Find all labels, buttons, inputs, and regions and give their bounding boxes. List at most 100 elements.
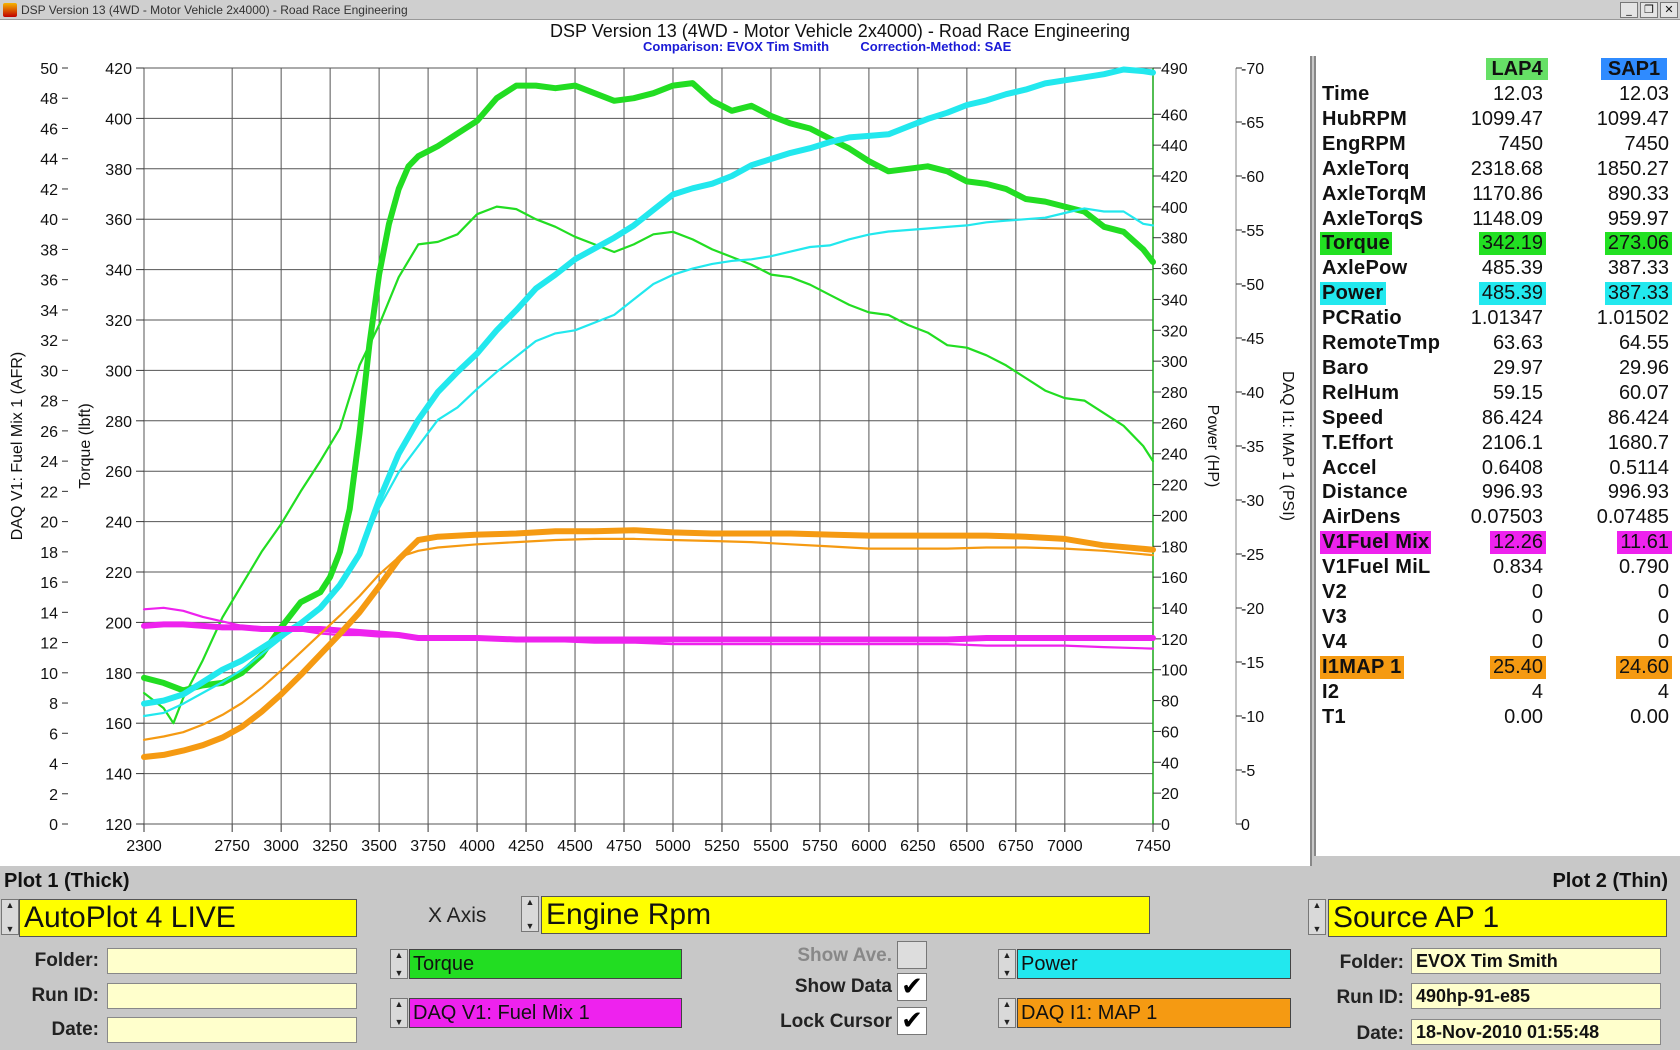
up-arrow-icon[interactable]: ▲ (5, 900, 15, 910)
lock-cursor-checkbox[interactable]: ✔ (897, 1007, 927, 1035)
readout-row: V2 0 0 (1316, 581, 1680, 606)
plot2-folder-field[interactable]: EVOX Tim Smith (1411, 948, 1661, 974)
down-arrow-icon[interactable]: ▼ (1002, 968, 1012, 978)
show-ave-label: Show Ave. (797, 945, 892, 966)
close-button[interactable]: ✕ (1660, 2, 1678, 18)
afr-tick-label: 4 (49, 757, 58, 774)
plot1-folder-label: Folder: (34, 950, 99, 971)
dyno-chart[interactable]: 2300 2750 3000 3250 3500 3750 4000 4250 4500 4750… (0, 56, 1310, 866)
readout-value-2: 4 (1657, 680, 1669, 703)
show-ave-checkbox[interactable] (897, 941, 927, 969)
readout-value-1: 0.07503 (1470, 506, 1543, 529)
power-tick-label: 440 (1161, 138, 1188, 155)
readout-label: HubRPM (1322, 107, 1408, 130)
readout-row: V1Fuel Mix 12.26 11.61 (1316, 531, 1680, 556)
restore-button[interactable]: ❐ (1640, 2, 1658, 18)
xaxis-label: X Axis (428, 904, 487, 927)
readout-value-2: 0 (1657, 581, 1669, 603)
down-arrow-icon[interactable]: ▼ (394, 1017, 404, 1027)
down-arrow-icon[interactable]: ▼ (5, 924, 15, 934)
readout-value-2: 29.96 (1618, 356, 1669, 379)
plot1-date-field[interactable] (107, 1017, 357, 1043)
map-tick-label: -10 (1241, 709, 1264, 726)
afr-tick-label: 12 (40, 636, 58, 653)
readout-value-2: 11.61 (1617, 531, 1672, 555)
power-axis-label: Power (HP) (1204, 405, 1221, 488)
up-arrow-icon[interactable]: ▲ (1002, 950, 1012, 960)
readout-value-1: 25.40 (1489, 655, 1546, 679)
plot1-channel2-spinner[interactable]: ▲ ▼ (390, 998, 408, 1028)
readout-value-2: 86.424 (1607, 406, 1669, 429)
plot2-channel1-select[interactable]: Power (1017, 949, 1291, 979)
plot1-source-spinner[interactable]: ▲ ▼ (1, 899, 19, 935)
plot2-channel2-spinner[interactable]: ▲ ▼ (998, 998, 1016, 1028)
readout-row: Speed 86.424 86.424 (1316, 407, 1680, 432)
map-tick-label: -40 (1241, 385, 1264, 402)
power-tick-label: 240 (1161, 447, 1188, 464)
readout-row: AirDens 0.07503 0.07485 (1316, 506, 1680, 531)
readout-row: V1Fuel MiL 0.834 0.790 (1316, 556, 1680, 581)
xaxis-spinner[interactable]: ▲ ▼ (521, 896, 539, 932)
plot1-channel2-select[interactable]: DAQ V1: Fuel Mix 1 (409, 998, 682, 1028)
readout-label: Speed (1322, 406, 1384, 429)
plot1-source-select[interactable]: AutoPlot 4 LIVE (19, 899, 357, 937)
afr-tick-label: 8 (49, 696, 58, 713)
plot1-date-label: Date: (51, 1019, 99, 1040)
xaxis-select[interactable]: Engine Rpm (541, 896, 1150, 934)
down-arrow-icon[interactable]: ▼ (525, 921, 535, 931)
up-arrow-icon[interactable]: ▲ (525, 897, 535, 907)
x-tick-label: 6000 (851, 838, 887, 855)
readout-row: Power 485.39 387.33 (1316, 282, 1680, 307)
plot1-channel1-spinner[interactable]: ▲ ▼ (390, 949, 408, 979)
readout-row: I2 4 4 (1316, 681, 1680, 706)
readout-value-2: 1099.47 (1596, 107, 1669, 130)
readout-value-1: 12.03 (1492, 83, 1543, 105)
plot2-date-field[interactable]: 18-Nov-2010 01:55:48 (1411, 1019, 1661, 1045)
x-tick-label: 4750 (606, 838, 642, 855)
up-arrow-icon[interactable]: ▲ (1002, 999, 1012, 1009)
readout-label: AxleTorq (1322, 157, 1410, 180)
plot2-channel2-select[interactable]: DAQ I1: MAP 1 (1017, 998, 1291, 1028)
readout-label: Power (1320, 282, 1386, 306)
afr-tick-label: 40 (40, 212, 58, 229)
plot2-title: Plot 2 (Thin) (1552, 870, 1668, 892)
readout-row: PCRatio 1.01347 1.01502 (1316, 307, 1680, 332)
app-icon (3, 2, 17, 17)
down-arrow-icon[interactable]: ▼ (1312, 924, 1322, 934)
readout-value-2: 1.01502 (1596, 307, 1669, 330)
map-axis-label: DAQ I1: MAP 1 (PSI) (1279, 371, 1296, 521)
minimize-button[interactable]: _ (1620, 2, 1638, 18)
plot-area[interactable]: 2300 2750 3000 3250 3500 3750 4000 4250 4500 4750… (0, 56, 1312, 866)
readout-value-2: 24.60 (1615, 655, 1672, 679)
map-tick-label: -70 (1241, 61, 1264, 78)
plot2-source-select[interactable]: Source AP 1 (1328, 899, 1667, 937)
plot2-channel1-spinner[interactable]: ▲ ▼ (998, 949, 1016, 979)
show-data-checkbox[interactable]: ✔ (897, 973, 927, 1001)
map-tick-label: -55 (1241, 223, 1264, 240)
up-arrow-icon[interactable]: ▲ (394, 950, 404, 960)
series-daq-i1-map-1-thick (141, 527, 1156, 760)
up-arrow-icon[interactable]: ▲ (1312, 900, 1322, 910)
power-tick-label: 40 (1161, 755, 1179, 772)
map-tick-label: -15 (1241, 655, 1264, 672)
readout-row: AxleTorq 2318.68 1850.27 (1316, 158, 1680, 183)
readout-label: Baro (1322, 356, 1369, 379)
plot2-runid-label: Run ID: (1336, 987, 1404, 1008)
plot2-source-spinner[interactable]: ▲ ▼ (1308, 899, 1326, 935)
plot1-channel1-select[interactable]: Torque (409, 949, 682, 979)
down-arrow-icon[interactable]: ▼ (394, 968, 404, 978)
plot1-runid-field[interactable] (107, 983, 357, 1009)
down-arrow-icon[interactable]: ▼ (1002, 1017, 1012, 1027)
readout-label: V2 (1322, 581, 1348, 603)
power-tick-label: 60 (1161, 724, 1179, 741)
comparison-label: Comparison: EVOX Tim Smith (643, 39, 830, 54)
readout-row: V3 0 0 (1316, 606, 1680, 631)
plot1-folder-field[interactable] (107, 948, 357, 974)
readout-value-1: 0.00 (1504, 705, 1543, 728)
afr-tick-label: 30 (40, 363, 58, 380)
readout-row: AxleTorqM 1170.86 890.33 (1316, 183, 1680, 208)
plot2-runid-field[interactable]: 490hp-91-e85 (1411, 983, 1661, 1009)
readout-value-1: 1148.09 (1472, 207, 1543, 230)
up-arrow-icon[interactable]: ▲ (394, 999, 404, 1009)
plot2-date-label: Date: (1356, 1023, 1404, 1044)
